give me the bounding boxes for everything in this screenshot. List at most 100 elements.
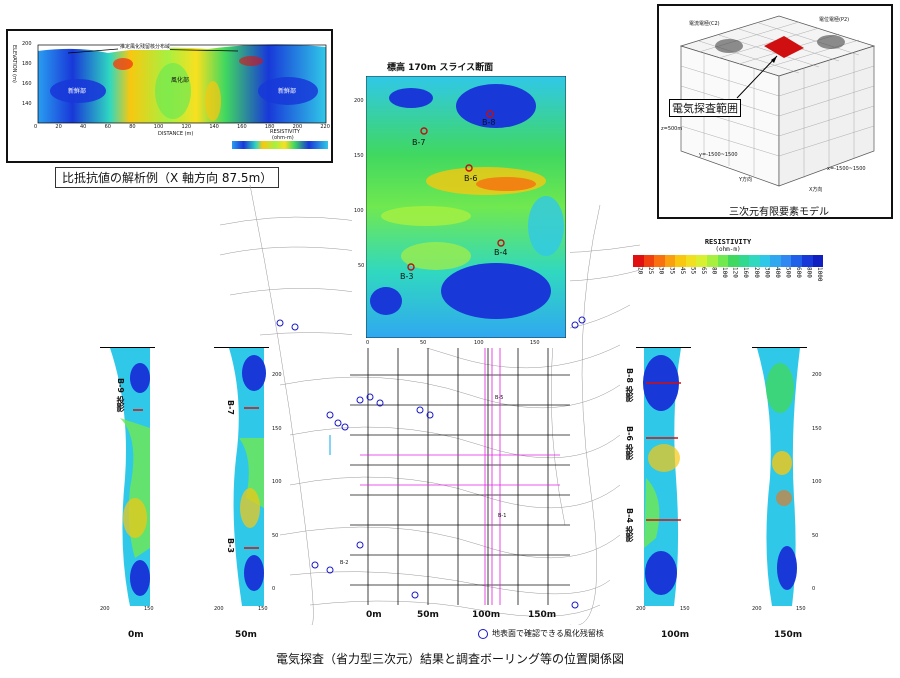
- section-xtick: 40: [80, 124, 87, 130]
- borehole-b2-label: B-2: [340, 560, 349, 566]
- resistivity-colorbar: [633, 255, 824, 267]
- borehole-b5-label: B-5: [495, 395, 504, 401]
- survey-range-label: 電気探査範囲: [669, 99, 741, 117]
- borehole-b3-label: B-3: [400, 272, 414, 281]
- fem-mesh-drawing: [679, 15, 876, 187]
- borehole-b1-label: B-1: [498, 513, 507, 519]
- x-range-label: x=-1500~1500: [827, 166, 866, 172]
- side-section-150m: 200 150: [752, 347, 807, 616]
- side-xtick: 200: [636, 606, 646, 612]
- side-xtick: 150: [796, 606, 806, 612]
- side-section-50m: B-7 B-3 200 150: [214, 347, 269, 616]
- map-axis-50m: 50m: [417, 610, 439, 620]
- side-bottom-0m: 0m: [128, 630, 144, 640]
- z-axis-label: z=500m: [661, 126, 683, 132]
- section-ytick: 160: [22, 81, 32, 87]
- section-ytick: 180: [22, 61, 32, 67]
- colorbar-label: 1000: [816, 267, 824, 282]
- section-xtick: 160: [237, 124, 247, 130]
- section-xtick: 80: [129, 124, 136, 130]
- current-electrode-label: 電流電極(C2): [689, 21, 720, 27]
- side-b4-label: B-4 投影: [625, 508, 634, 542]
- fresh-zone-left-label: 新鮮部: [68, 88, 87, 95]
- colorbar-label: 55: [689, 267, 697, 275]
- potential-electrode-label: 電位電極(P2): [819, 17, 850, 23]
- colorbar-swatch: [770, 255, 781, 267]
- side-b9-label: B-9 投影: [116, 378, 125, 412]
- map-axis-150m: 150m: [528, 610, 557, 620]
- colorbar-swatch: [664, 255, 676, 267]
- side-b3-label: B-3: [226, 538, 235, 553]
- colorbar-label: 600: [795, 267, 802, 278]
- colorbar-label: 35: [668, 267, 676, 275]
- section-xtick: 100: [153, 124, 164, 130]
- side-b7-label: B-7: [226, 400, 235, 415]
- section-xtick: 220: [320, 124, 330, 130]
- fem-caption: 三次元有限要素モデル: [729, 207, 829, 218]
- section-xlabel: DISTANCE (m): [158, 131, 194, 137]
- side-xtick: 200: [100, 606, 110, 612]
- slice-xtick: 50: [420, 340, 427, 346]
- colorbar-swatch: [633, 255, 644, 267]
- colorbar-swatch: [654, 255, 665, 267]
- side-ytick: 150: [812, 425, 822, 432]
- side-xtick: 200: [214, 606, 224, 612]
- section-legend-unit: (ohm-m): [272, 135, 294, 141]
- side-b6-label: B-6 投影: [625, 426, 634, 460]
- slice-ytick: 200: [354, 98, 364, 104]
- colorbar-swatch: [759, 255, 771, 267]
- colorbar-label: 500: [784, 267, 792, 278]
- colorbar-label: 45: [678, 267, 686, 275]
- slice-ytick: 150: [354, 153, 364, 159]
- borehole-b6-label: B-6: [464, 174, 478, 183]
- map-legend-text: 地表面で確認できる風化残留核: [492, 629, 604, 638]
- side-ytick: 100: [272, 479, 282, 485]
- map-axis-100m: 100m: [472, 610, 501, 620]
- section-ytick: 140: [22, 101, 32, 107]
- side-yticks-right: 200 150 100 50 0: [812, 372, 822, 592]
- colorbar-swatch: [780, 255, 792, 267]
- borehole-b8-label: B-8: [482, 118, 496, 127]
- side-ytick: 0: [812, 586, 816, 592]
- resistivity-legend-unit: (ohm-m): [715, 246, 741, 253]
- topographic-map: B-2 B-5 B-1: [219, 184, 641, 626]
- colorbar-label: 30: [657, 267, 665, 275]
- colorbar-label: 65: [699, 267, 707, 275]
- side-ytick: 0: [272, 586, 276, 592]
- weathering-core-marker-icon: [478, 628, 488, 639]
- section-ylabel: ELEVATION (m): [11, 45, 17, 83]
- slice-xtick: 100: [474, 340, 484, 346]
- side-ytick: 50: [812, 532, 819, 539]
- colorbar-swatch: [675, 255, 686, 267]
- map-legend: 地表面で確認できる風化残留核: [478, 628, 604, 639]
- section-caption: 比抵抗値の解析例（X 軸方向 87.5m）: [55, 167, 280, 188]
- side-b8-label: B-8 投影: [625, 368, 634, 402]
- side-section-100m: B-8 投影 B-6 投影 B-4 投影 200 150: [625, 347, 691, 616]
- slice-panel: 標高 170m スライス断面 200 15: [352, 58, 570, 348]
- borehole-b7-label: B-7: [412, 138, 426, 147]
- slice-xtick: 150: [530, 340, 540, 346]
- section-xtick: 180: [264, 124, 275, 130]
- colorbar-label: 200: [752, 267, 760, 278]
- borehole-b4-label: B-4: [494, 248, 508, 257]
- side-bottom-50m: 50m: [235, 630, 257, 640]
- colorbar-label: 25: [647, 267, 655, 275]
- colorbar-swatch: [717, 255, 729, 267]
- side-xtick: 150: [258, 606, 268, 612]
- section-ytick: 200: [22, 41, 32, 47]
- section-xtick: 0: [34, 124, 38, 130]
- fem-model-panel: 電流電極(C2) 電位電極(P2) 電気探査範囲 z=500m y=-1500~…: [657, 4, 893, 219]
- colorbar-swatch: [696, 255, 707, 267]
- colorbar-swatch: [685, 255, 697, 267]
- colorbar-label: 800: [805, 267, 813, 278]
- side-ytick: 150: [272, 425, 282, 432]
- section-legend-title: RESISTIVITY: [270, 129, 300, 135]
- colorbar-label: 400: [773, 267, 781, 278]
- section-xtick: 60: [104, 124, 111, 130]
- side-ytick: 100: [812, 479, 822, 485]
- colorbar-label: 20: [636, 267, 644, 275]
- resistivity-colorbar-labels: 20 25 30 35 45 55 65 80 100 120 160 200 300 400 500 600…: [633, 267, 824, 289]
- section-xticks: 0 20 40 60 80 100 120 140 160 180 200 22…: [34, 124, 330, 130]
- resistivity-section-plot: [37, 44, 328, 149]
- side-bottom-150m: 150m: [774, 630, 803, 640]
